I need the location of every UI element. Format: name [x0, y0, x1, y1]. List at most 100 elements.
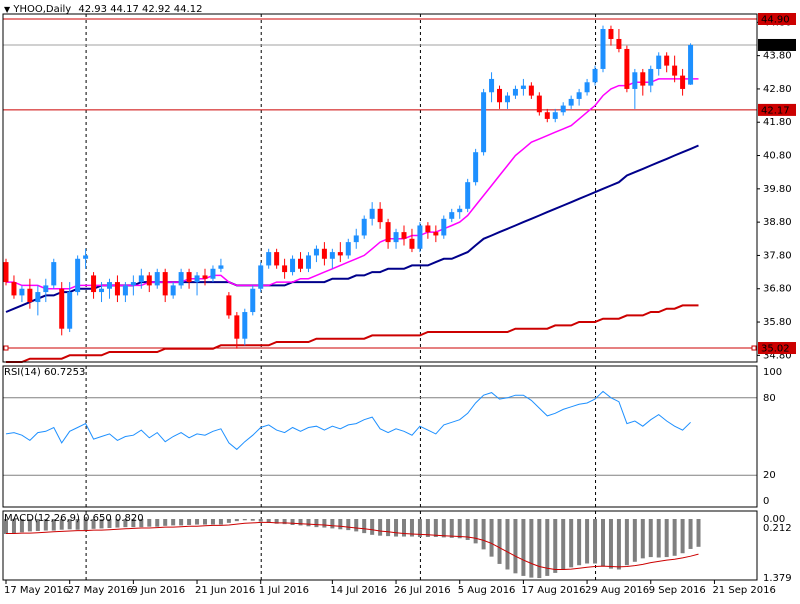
candle-body: [298, 258, 304, 269]
macd-bar: [624, 519, 629, 566]
candle-body: [122, 285, 128, 296]
macd-bar: [274, 519, 279, 524]
macd-bar: [210, 519, 215, 525]
macd-bar: [83, 519, 88, 531]
candle-body: [353, 235, 359, 243]
macd-bar: [131, 519, 136, 528]
macd-bar: [433, 519, 438, 537]
macd-bar: [330, 519, 335, 529]
macd-bar: [266, 519, 271, 523]
x-tick-label: 26 Jul 2016: [394, 585, 451, 596]
candle-body: [616, 38, 622, 49]
macd-bar: [640, 519, 645, 559]
price-y-tick-label: 36.80: [763, 284, 792, 295]
candle-body: [282, 265, 288, 273]
macd-bar: [457, 519, 462, 539]
macd-bar: [473, 519, 478, 544]
x-tick-label: 21 Jun 2016: [195, 585, 255, 596]
candle-body: [449, 212, 455, 219]
macd-bar: [51, 519, 56, 531]
collapse-triangle-icon[interactable]: ▼: [4, 5, 11, 14]
macd-bar: [250, 519, 255, 521]
candle-body: [489, 78, 495, 93]
candle-body: [640, 72, 646, 86]
candle-body: [504, 95, 510, 103]
ohlc-readout: 42.93 44.17 42.92 44.12: [78, 4, 203, 15]
candle-body: [250, 288, 256, 313]
price-y-tick-label: 39.80: [763, 184, 792, 195]
macd-bar: [577, 519, 582, 566]
candle-body: [194, 275, 200, 283]
candle-body: [170, 285, 176, 296]
candle-body: [592, 68, 598, 83]
macd-bar: [521, 519, 526, 576]
chart-header: ▼ YHOO,Daily 42.93 44.17 42.92 44.12: [4, 4, 202, 15]
candle-body: [138, 275, 144, 283]
candle-body: [560, 105, 566, 113]
candle-body: [393, 232, 399, 243]
candle-body: [99, 288, 105, 293]
macd-y-tick-label: 0.00: [763, 514, 785, 525]
x-tick-label: 9 Jun 2016: [131, 585, 185, 596]
macd-bar: [529, 519, 534, 578]
macd-bar: [107, 519, 112, 528]
level-marker-right: [751, 345, 757, 351]
macd-bar: [91, 519, 96, 529]
macd-bar: [242, 519, 247, 521]
candle-body: [83, 255, 89, 259]
macd-bar: [346, 519, 351, 531]
candle-body: [337, 252, 343, 256]
candle-body: [210, 268, 216, 279]
macd-bar: [656, 519, 661, 558]
x-tick-label: 14 Jul 2016: [330, 585, 387, 596]
macd-bar: [43, 519, 48, 531]
macd-bar: [354, 519, 359, 532]
current-price-label: 44.12: [761, 40, 790, 51]
rsi-panel-frame: [2, 365, 758, 508]
level-label: 44.90: [761, 14, 790, 25]
macd-bar: [99, 519, 104, 529]
candle-body: [417, 225, 423, 249]
x-tick-label: 21 Sep 2016: [712, 585, 775, 596]
candle-body: [576, 92, 582, 99]
candle-body: [624, 48, 630, 89]
candle-body: [91, 275, 97, 293]
candle-body: [43, 285, 49, 293]
candle-body: [27, 288, 33, 303]
macd-bar: [417, 519, 422, 537]
candle-body: [75, 258, 81, 293]
candle-body: [345, 242, 351, 256]
macd-bar: [298, 519, 303, 526]
price-y-tick-label: 35.80: [763, 317, 792, 328]
macd-bar: [497, 519, 502, 564]
candle-body: [290, 258, 296, 273]
candle-body: [497, 88, 503, 103]
macd-bar: [425, 519, 430, 537]
candle-body: [401, 232, 407, 239]
candle-body: [385, 222, 391, 243]
macd-bar: [322, 519, 327, 528]
candle-body: [11, 282, 17, 296]
symbol-label: YHOO,Daily: [13, 4, 72, 15]
macd-y-tick-label: 1.379: [763, 573, 792, 584]
current-price-box: [758, 38, 796, 51]
macd-bar: [4, 519, 8, 534]
level-marker-left: [3, 345, 9, 351]
macd-bar: [282, 519, 287, 525]
macd-bar: [306, 519, 311, 527]
macd-bar: [115, 519, 120, 528]
macd-bar: [155, 519, 160, 527]
candle-body: [369, 208, 375, 219]
ma-slow-line: [6, 304, 699, 363]
candle-body: [664, 55, 670, 66]
macd-panel-frame: [2, 510, 758, 581]
ma-fast-line: [6, 78, 699, 290]
candle-body: [305, 255, 311, 269]
candle-body: [51, 262, 57, 286]
candle-body: [688, 44, 694, 85]
macd-bar: [75, 519, 80, 530]
candle-body: [544, 112, 550, 119]
macd-bar: [258, 519, 263, 522]
candle-body: [528, 85, 534, 96]
macd-bar: [35, 519, 40, 531]
